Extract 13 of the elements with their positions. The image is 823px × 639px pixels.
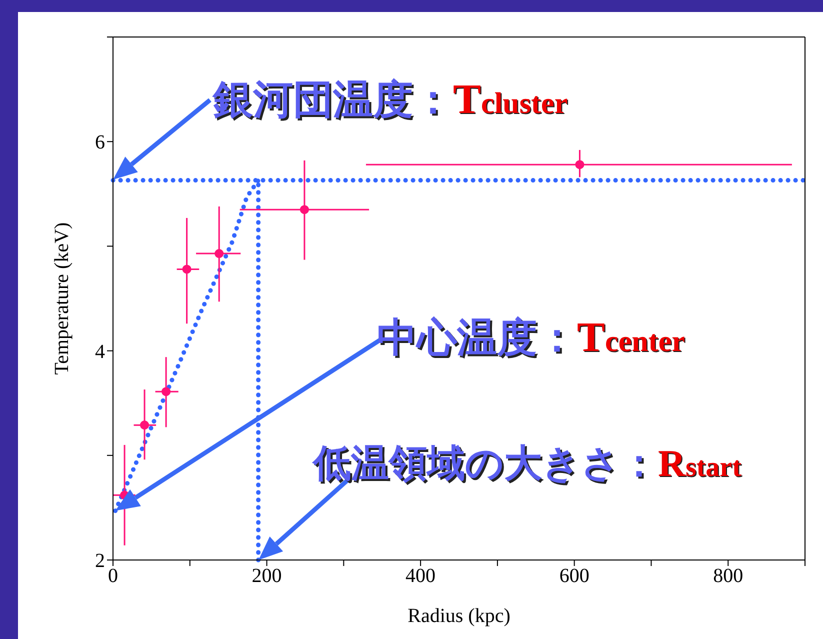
y-tick-label: 4 <box>95 340 105 363</box>
annotation: 低温領域の大きさ：Rstart <box>313 442 742 487</box>
x-tick-label: 0 <box>108 565 118 588</box>
x-tick-label: 600 <box>559 565 590 588</box>
annotation: 中心温度：Tcenter <box>377 314 685 363</box>
x-axis-title: Radius (kpc) <box>408 605 510 627</box>
y-tick-label: 2 <box>95 550 105 572</box>
x-tick-label: 800 <box>713 565 744 588</box>
x-tick-label: 400 <box>406 565 436 588</box>
y-tick-label: 6 <box>95 132 105 154</box>
annotation: 銀河団温度：Tcluster <box>213 76 568 125</box>
y-axis-title: Temperature (keV) <box>51 222 74 375</box>
x-tick-label: 200 <box>252 565 282 588</box>
